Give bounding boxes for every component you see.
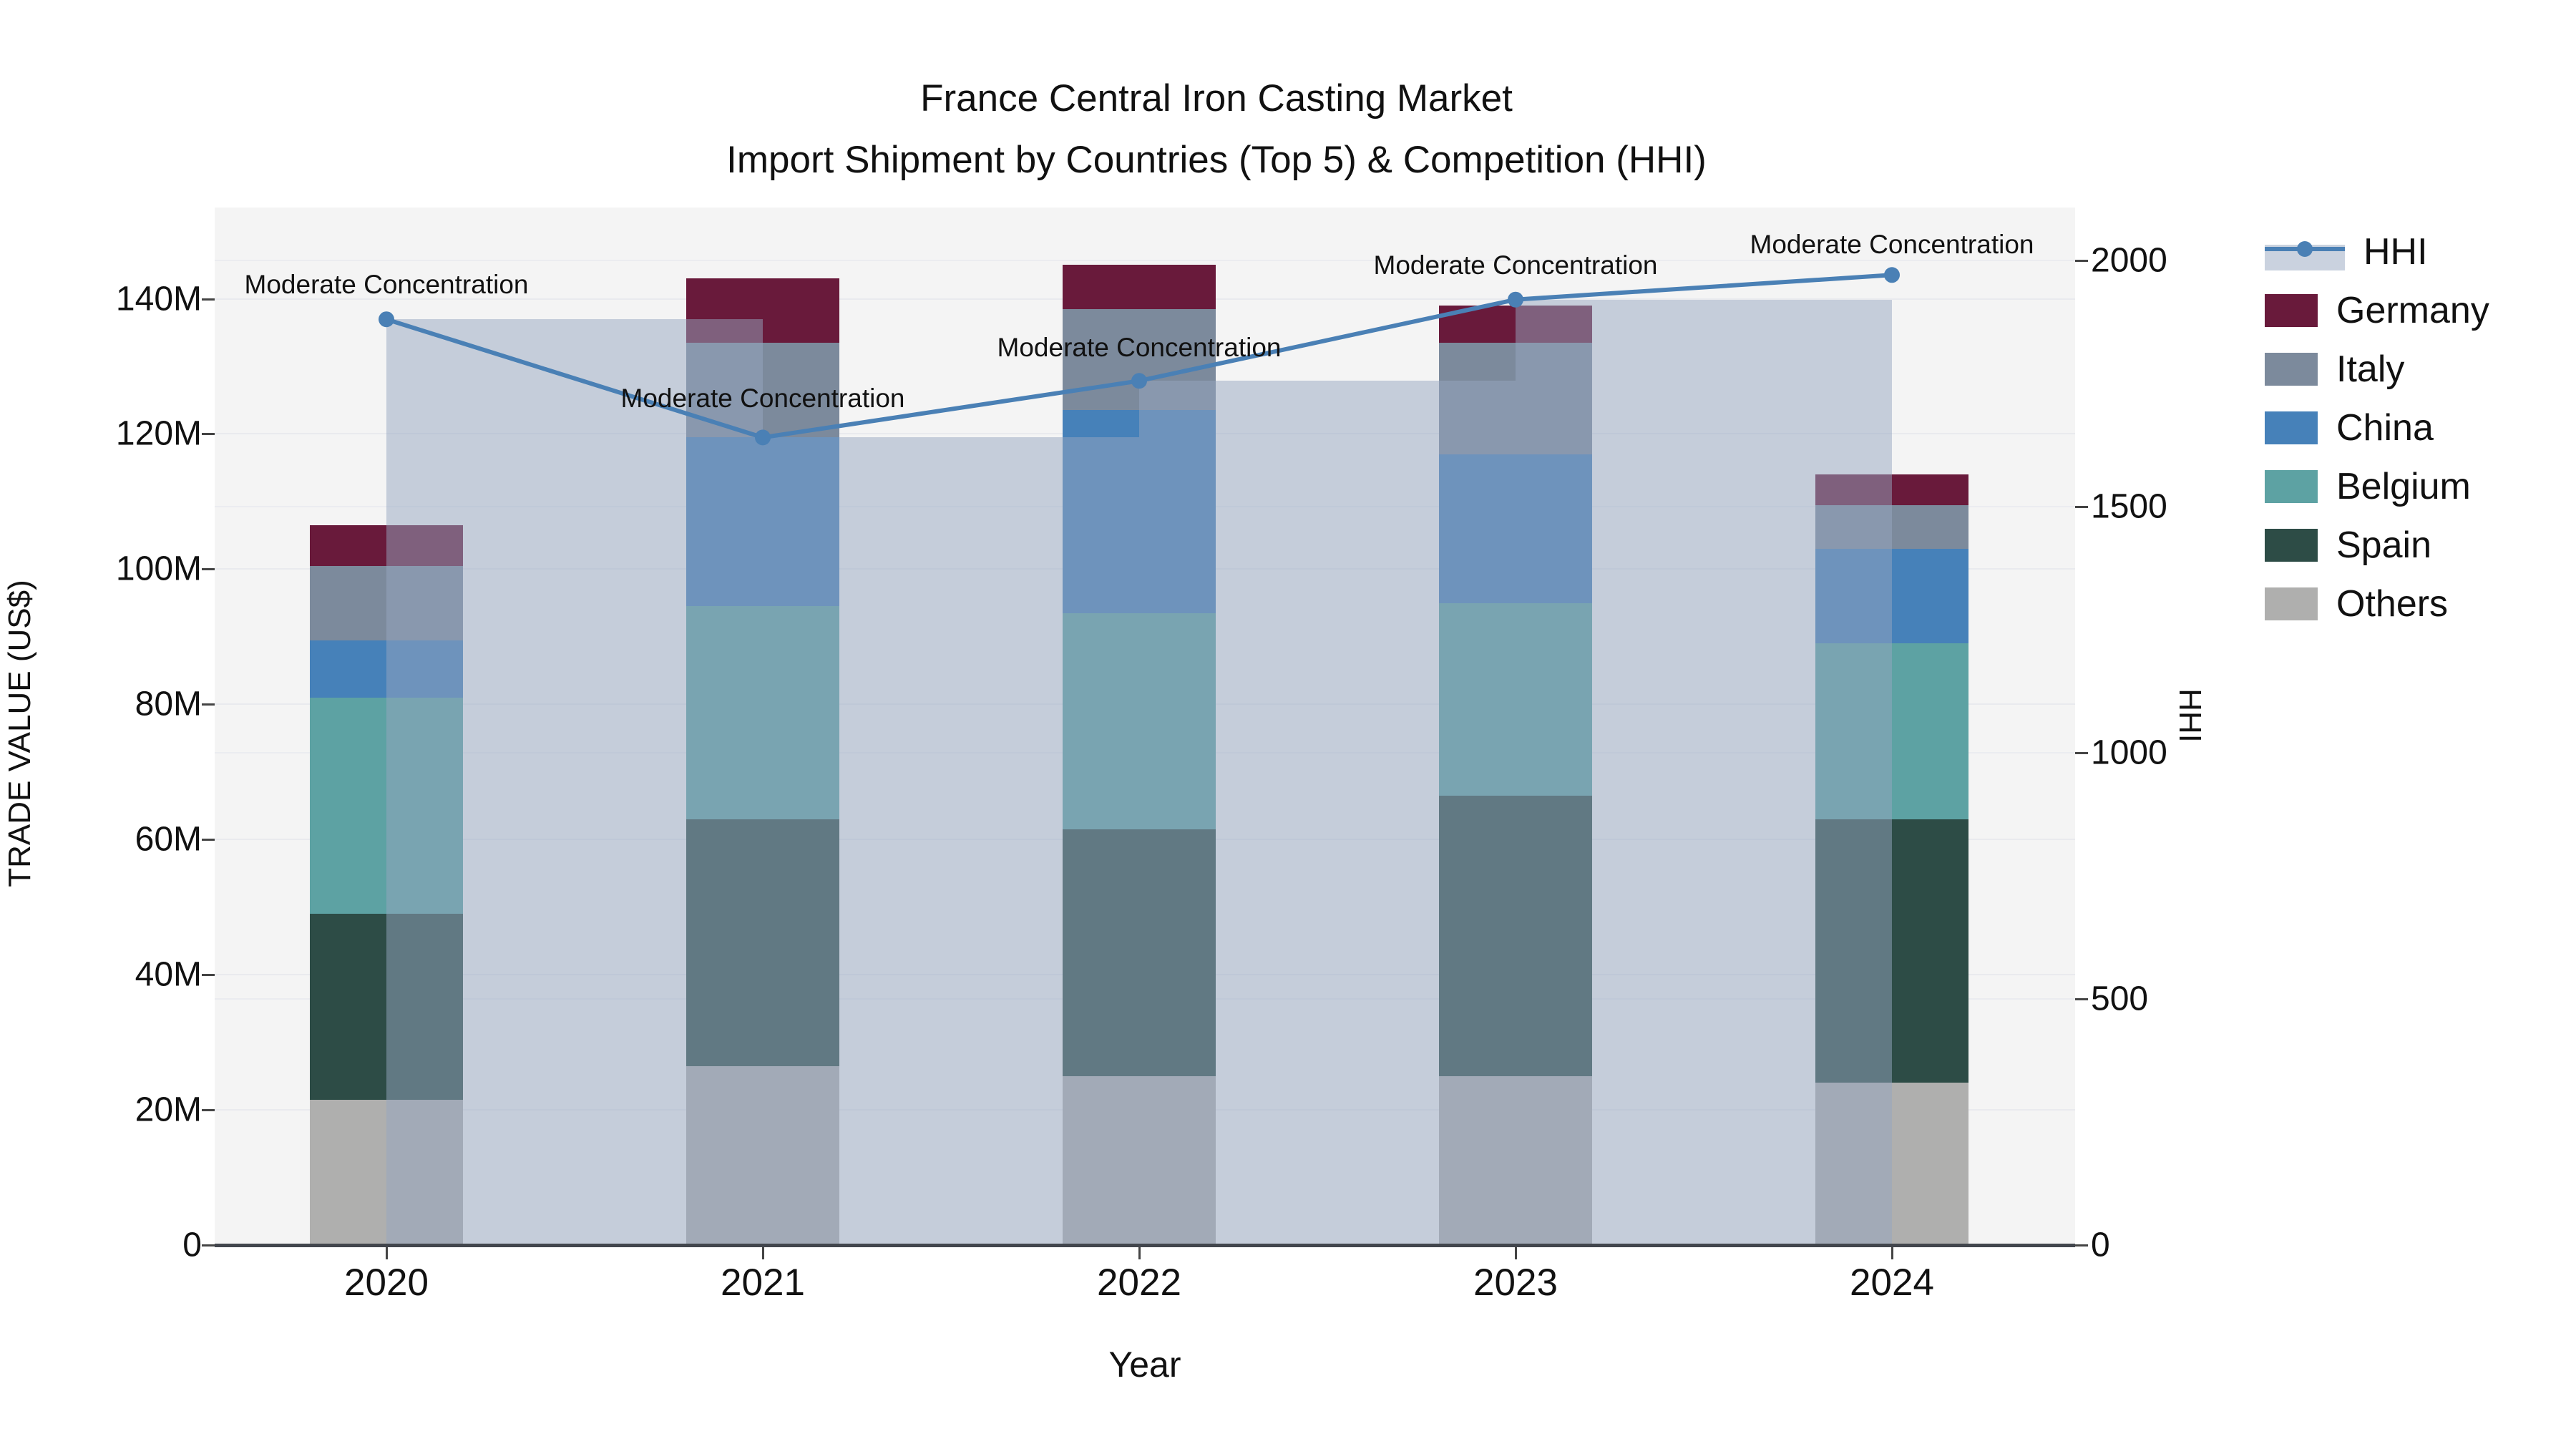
y-right-tick-1500: 1500 [2091,487,2167,526]
legend-swatch-china [2265,411,2318,444]
y-left-tickmark [202,1244,215,1246]
y-left-tick-80M: 80M [135,685,202,723]
x-tick-2020: 2020 [344,1262,429,1304]
y-right-tickmark [2075,505,2088,508]
legend-item-others[interactable]: Others [2265,582,2489,625]
annotation-moderate-concentration-2022: Moderate Concentration [997,333,1282,363]
x-tick-2021: 2021 [721,1262,805,1304]
hhi-marker-2022 [1131,373,1147,389]
legend-swatch-spain [2265,529,2318,562]
y-right-tickmark [2075,751,2088,754]
y-axis-title-right: HHI [2172,688,2207,743]
y-left-tick-100M: 100M [115,550,202,588]
y-right-tickmark [2075,259,2088,262]
legend-label-germany: Germany [2336,290,2489,331]
x-axis-line [215,1244,2075,1247]
hhi-step-fill-2020 [386,319,763,1245]
gridline-right-2000 [215,259,2075,261]
x-axis-title: Year [1108,1345,1181,1385]
x-tickmark-2021 [762,1246,764,1259]
y-left-tickmark [202,974,215,977]
legend-swatch-italy [2265,353,2318,386]
bar-segment-germany-2022 [1063,265,1216,309]
y-left-tick-140M: 140M [115,280,202,318]
legend-label-italy: Italy [2336,348,2405,390]
y-left-tickmark [202,433,215,436]
x-tick-2024: 2024 [1850,1262,1934,1304]
hhi-marker-2024 [1884,267,1900,283]
hhi-legend-marker [2297,241,2313,257]
legend: HHI Germany Italy China Belgium Spain Others [2265,230,2489,625]
y-left-tickmark [202,1109,215,1112]
legend-item-spain[interactable]: Spain [2265,524,2489,567]
legend-label-spain: Spain [2336,525,2431,566]
y-left-tick-20M: 20M [135,1091,202,1129]
hhi-marker-2023 [1508,291,1523,308]
x-tickmark-2022 [1138,1246,1141,1259]
x-tick-2022: 2022 [1097,1262,1181,1304]
hhi-marker-2020 [379,311,394,328]
chart-title-line2: Import Shipment by Countries (Top 5) & C… [726,139,1707,181]
y-left-tickmark [202,568,215,571]
y-axis-title-left: TRADE VALUE (US$) [2,580,37,887]
legend-label-belgium: Belgium [2336,466,2471,507]
legend-item-hhi[interactable]: HHI [2265,230,2489,273]
hhi-legend-icon [2265,232,2345,272]
legend-label-china: China [2336,407,2434,449]
y-left-tick-0: 0 [182,1226,202,1264]
hhi-marker-2021 [755,429,771,446]
y-right-tick-2000: 2000 [2091,241,2167,280]
hhi-step-fill-2022 [1139,381,1516,1245]
hhi-step-fill-2021 [763,437,1139,1245]
y-right-tick-1000: 1000 [2091,733,2167,772]
x-tickmark-2023 [1515,1246,1517,1259]
y-left-tickmark [202,298,215,301]
hhi-line [379,267,1900,446]
y-left-tick-60M: 60M [135,820,202,859]
hhi-step-fill-2023 [1516,299,1892,1245]
y-right-tick-500: 500 [2091,980,2149,1018]
legend-swatch-germany [2265,294,2318,327]
y-left-tick-120M: 120M [115,414,202,453]
x-tickmark-2020 [386,1246,388,1259]
y-left-tickmark [202,839,215,841]
x-tick-2023: 2023 [1473,1262,1558,1304]
y-left-tickmark [202,703,215,706]
annotation-moderate-concentration-2023: Moderate Concentration [1373,250,1658,280]
legend-swatch-others [2265,587,2318,620]
chart-title-line1: France Central Iron Casting Market [920,77,1513,119]
chart-title: France Central Iron Casting Market Impor… [0,68,2433,191]
annotation-moderate-concentration-2020: Moderate Concentration [244,270,529,300]
x-tickmark-2024 [1891,1246,1893,1259]
legend-item-belgium[interactable]: Belgium [2265,465,2489,508]
annotation-moderate-concentration-2021: Moderate Concentration [620,384,905,414]
legend-label-others: Others [2336,583,2449,625]
y-right-tickmark [2075,1244,2088,1246]
legend-item-germany[interactable]: Germany [2265,289,2489,332]
legend-swatch-belgium [2265,470,2318,503]
y-right-tick-0: 0 [2091,1226,2110,1264]
legend-item-china[interactable]: China [2265,406,2489,449]
legend-label-hhi: HHI [2363,231,2428,273]
y-left-tick-40M: 40M [135,955,202,994]
legend-item-italy[interactable]: Italy [2265,348,2489,391]
y-right-tickmark [2075,997,2088,1000]
plot-area: Moderate Concentration Moderate Concentra… [215,208,2075,1245]
annotation-moderate-concentration-2024: Moderate Concentration [1750,230,2034,260]
